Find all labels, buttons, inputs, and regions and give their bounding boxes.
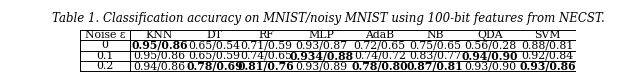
- Text: RF: RF: [259, 30, 274, 40]
- Text: 0.1: 0.1: [97, 51, 114, 61]
- Text: 0.93/0.89: 0.93/0.89: [295, 61, 348, 71]
- Text: 0.934/0.88: 0.934/0.88: [289, 50, 353, 61]
- Text: 0.2: 0.2: [97, 61, 114, 71]
- Text: 0.87/0.81: 0.87/0.81: [406, 61, 463, 72]
- Text: 0.78/0.80: 0.78/0.80: [351, 61, 408, 72]
- Text: NB: NB: [426, 30, 444, 40]
- Text: AdaB: AdaB: [365, 30, 394, 40]
- Text: 0.75/0.65: 0.75/0.65: [409, 40, 461, 50]
- Text: 0.65/0.54: 0.65/0.54: [188, 40, 241, 50]
- Text: 0.81/0.76: 0.81/0.76: [238, 61, 294, 72]
- Text: 0.78/0.69: 0.78/0.69: [186, 61, 243, 72]
- Text: 0.93/0.87: 0.93/0.87: [295, 40, 348, 50]
- Text: Noise ε: Noise ε: [85, 30, 125, 40]
- Text: MLP: MLP: [308, 30, 334, 40]
- Text: 0.65/0.59: 0.65/0.59: [188, 51, 241, 61]
- Text: KNN: KNN: [146, 30, 173, 40]
- Text: 0.95/0.86: 0.95/0.86: [131, 40, 188, 51]
- Text: DT: DT: [207, 30, 223, 40]
- Text: 0.95/0.86: 0.95/0.86: [133, 51, 186, 61]
- Text: SVM: SVM: [534, 30, 561, 40]
- Text: Table 1. Classification accuracy on MNIST/noisy MNIST using 100-bit features fro: Table 1. Classification accuracy on MNIS…: [52, 12, 604, 25]
- Text: 0.74/0.72: 0.74/0.72: [354, 51, 406, 61]
- Text: 0.94/0.86: 0.94/0.86: [133, 61, 186, 71]
- Text: 0: 0: [102, 40, 109, 50]
- Text: 0.92/0.84: 0.92/0.84: [522, 51, 573, 61]
- Text: 0.71/0.59: 0.71/0.59: [240, 40, 292, 50]
- Text: 0.88/0.81: 0.88/0.81: [522, 40, 574, 50]
- Text: QDA: QDA: [477, 30, 503, 40]
- Text: 0.56/0.28: 0.56/0.28: [464, 40, 516, 50]
- Text: 0.93/0.86: 0.93/0.86: [519, 61, 576, 72]
- Text: 0.93/0.90: 0.93/0.90: [464, 61, 516, 71]
- Text: 0.72/0.65: 0.72/0.65: [354, 40, 406, 50]
- Text: 0.74/0.65: 0.74/0.65: [240, 51, 292, 61]
- Text: 0.94/0.90: 0.94/0.90: [461, 50, 518, 61]
- Text: 0.83/0.77: 0.83/0.77: [409, 51, 461, 61]
